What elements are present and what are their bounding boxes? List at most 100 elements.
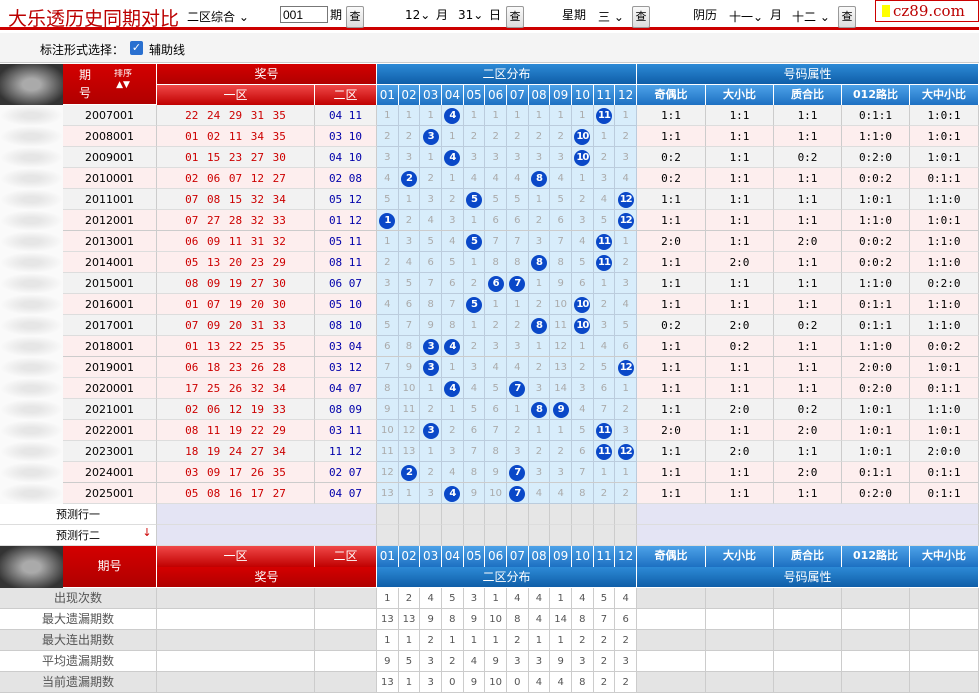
attr-cell: 1:1 xyxy=(706,420,774,441)
predict-dist-cell[interactable] xyxy=(593,525,616,546)
stat-value: 2 xyxy=(442,651,464,672)
predict-dist-cell[interactable] xyxy=(463,525,486,546)
attr-cell: 1:1 xyxy=(637,336,706,357)
dist-cell: 1 xyxy=(528,105,551,126)
predict-dist-cell[interactable] xyxy=(550,504,572,525)
hit-ball: 4 xyxy=(444,486,461,502)
predict-dist-cell[interactable] xyxy=(485,504,507,525)
predict-dist-cell[interactable] xyxy=(528,504,551,525)
predict-dist-cell[interactable] xyxy=(507,525,529,546)
stat-value: 7 xyxy=(593,609,616,630)
dist-cell: 4 xyxy=(528,483,551,504)
dist-cell: 12 xyxy=(615,189,637,210)
dist-cell: 11 xyxy=(550,315,572,336)
stat-value: 5 xyxy=(593,588,616,609)
dist-cell: 5 xyxy=(485,189,507,210)
mode-select[interactable]: 二区综合 ⌄ xyxy=(187,8,249,25)
predict-dist-cell[interactable] xyxy=(485,525,507,546)
dist-cell: 2 xyxy=(615,399,637,420)
aux-line-checkbox[interactable]: ✓ xyxy=(130,41,143,55)
predict-dist-cell[interactable] xyxy=(420,504,442,525)
aux-line-label[interactable]: 辅助线 xyxy=(149,43,186,57)
attr-cell: 1:1 xyxy=(637,126,706,147)
predict-dist-cell[interactable] xyxy=(615,504,637,525)
dist-cell: 4 xyxy=(550,483,572,504)
predict-dist-cell[interactable] xyxy=(398,525,421,546)
hit-ball: 7 xyxy=(509,381,526,397)
stat-value: 8 xyxy=(507,609,529,630)
stat-value: 3 xyxy=(420,672,442,693)
dist-cell: 2 xyxy=(420,168,442,189)
predict-dist-cell[interactable] xyxy=(420,525,442,546)
dist-cell: 9 xyxy=(485,462,507,483)
stat-value: 1 xyxy=(485,630,507,651)
query-date-button[interactable]: 查 xyxy=(506,6,524,28)
attr-cell: 0:1:1 xyxy=(842,294,910,315)
dist-col-footer: 10 xyxy=(572,546,594,567)
hit-ball: 4 xyxy=(444,150,461,166)
predict-dist-cell[interactable] xyxy=(572,525,594,546)
dist-cell: 5 xyxy=(507,189,529,210)
query-weekday-button[interactable]: 查 xyxy=(632,6,650,28)
month-select[interactable]: 12⌄ xyxy=(405,8,431,22)
dist-cell: 2 xyxy=(528,126,551,147)
sort-toggle[interactable]: 排序 ▲▼ xyxy=(112,69,134,93)
attr-cell: 1:1 xyxy=(637,441,706,462)
dist-cell: 3 xyxy=(442,441,464,462)
site-logo[interactable]: cz89.com xyxy=(875,0,979,22)
dist-col-footer: 09 xyxy=(550,546,572,567)
dist-cell: 3 xyxy=(550,462,572,483)
stat-value: 10 xyxy=(485,672,507,693)
stat-value: 4 xyxy=(528,672,551,693)
zone2-numbers: 04 07 xyxy=(315,378,377,399)
dist-cell: 1 xyxy=(398,483,421,504)
dist-cell: 1 xyxy=(615,378,637,399)
predict-dist-cell[interactable] xyxy=(463,504,486,525)
query-lunar-button[interactable]: 查 xyxy=(838,6,856,28)
predict-dist-cell[interactable] xyxy=(615,525,637,546)
dist-cell: 6 xyxy=(572,273,594,294)
predict-dist-cell[interactable] xyxy=(572,504,594,525)
predict-dist-cell[interactable] xyxy=(507,504,529,525)
dist-cell: 2 xyxy=(572,357,594,378)
day-select[interactable]: 31⌄ xyxy=(458,8,484,22)
dist-cell: 7 xyxy=(398,315,421,336)
dist-cell: 7 xyxy=(507,231,529,252)
row-thumbnail xyxy=(0,336,63,357)
hit-ball: 4 xyxy=(444,381,461,397)
issue-cell: 2007001 xyxy=(63,105,157,126)
zone1-numbers: 17 25 26 32 34 xyxy=(157,378,315,399)
attr-cell: 0:1:1 xyxy=(842,462,910,483)
predict-dist-cell[interactable] xyxy=(550,525,572,546)
stat-zone1 xyxy=(157,630,315,651)
dist-cell: 1 xyxy=(507,399,529,420)
hit-ball: 12 xyxy=(617,213,634,229)
predict-dist-cell[interactable] xyxy=(398,504,421,525)
stat-attr xyxy=(774,630,842,651)
query-issue-button[interactable]: 查 xyxy=(346,6,364,28)
predict-dist-cell[interactable] xyxy=(442,525,464,546)
hit-ball: 8 xyxy=(530,318,547,334)
expand-arrow-icon[interactable]: ↓ xyxy=(142,526,152,539)
attr-cell: 1:1:0 xyxy=(910,189,979,210)
predict-dist-cell[interactable] xyxy=(377,525,399,546)
predict-dist-cell[interactable] xyxy=(593,504,616,525)
weekday-select[interactable]: 三 ⌄ xyxy=(598,10,624,24)
predict-dist-cell[interactable] xyxy=(442,504,464,525)
dist-col-footer: 05 xyxy=(463,546,486,567)
predict-dist-cell[interactable] xyxy=(377,504,399,525)
attr-cell: 2:0 xyxy=(774,231,842,252)
attr-cell: 1:1:0 xyxy=(910,231,979,252)
predict-dist-cell[interactable] xyxy=(528,525,551,546)
stat-value: 1 xyxy=(442,630,464,651)
dist-col-header: 01 xyxy=(377,85,399,105)
lunar-month-select[interactable]: 十一⌄ xyxy=(729,10,764,24)
attr-cell: 0:1:1 xyxy=(842,315,910,336)
stat-value: 9 xyxy=(463,672,486,693)
issue-input[interactable] xyxy=(280,6,328,23)
attr-cell: 1:1 xyxy=(706,147,774,168)
zone1-numbers: 08 09 19 27 30 xyxy=(157,273,315,294)
lunar-day-select[interactable]: 十二 ⌄ xyxy=(792,10,830,24)
stat-value: 2 xyxy=(507,630,529,651)
dist-cell: 3 xyxy=(420,483,442,504)
